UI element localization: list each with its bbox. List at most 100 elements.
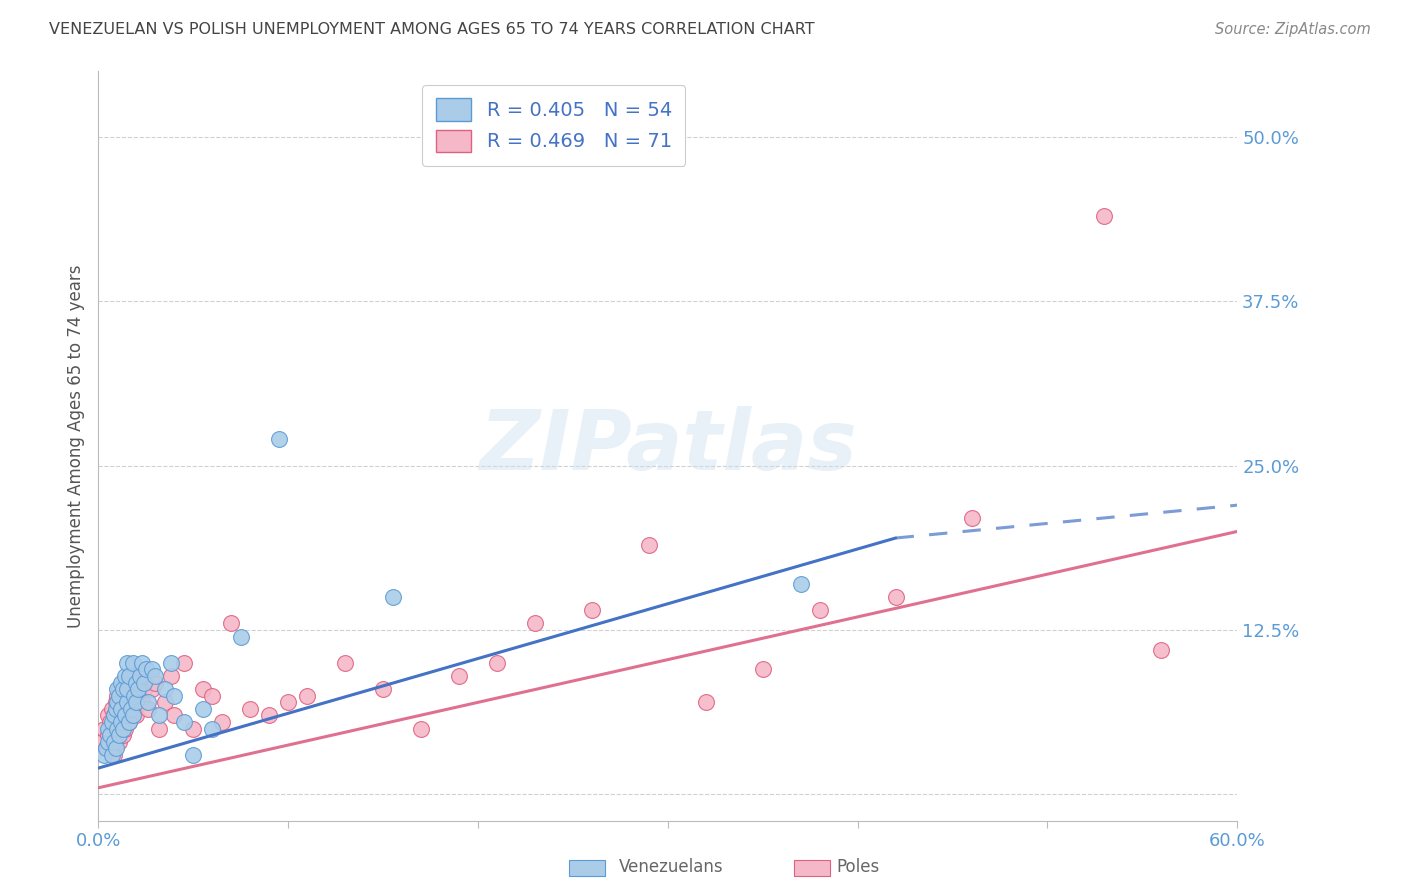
Point xyxy=(107,702,129,716)
Point xyxy=(115,675,138,690)
Point xyxy=(136,702,159,716)
Y-axis label: Unemployment Among Ages 65 to 74 years: Unemployment Among Ages 65 to 74 years xyxy=(66,264,84,628)
Point xyxy=(127,682,149,697)
FancyBboxPatch shape xyxy=(794,860,830,876)
Point xyxy=(1150,642,1173,657)
Point xyxy=(110,714,132,729)
Point xyxy=(191,682,214,697)
Point xyxy=(93,722,115,736)
Point xyxy=(120,702,142,716)
Point xyxy=(131,656,153,670)
Point xyxy=(118,669,141,683)
Point xyxy=(118,669,141,683)
Point xyxy=(127,689,149,703)
Point xyxy=(94,741,117,756)
Point xyxy=(153,682,176,697)
Point xyxy=(112,728,135,742)
Point xyxy=(91,735,114,749)
Point xyxy=(790,577,813,591)
Point xyxy=(103,735,125,749)
Point xyxy=(267,433,290,447)
Point xyxy=(159,656,181,670)
Point xyxy=(108,682,131,697)
Point xyxy=(114,669,136,683)
Point xyxy=(110,675,132,690)
Point xyxy=(115,656,138,670)
Point xyxy=(97,728,120,742)
Point xyxy=(277,695,299,709)
Point xyxy=(752,663,775,677)
Point xyxy=(120,702,142,716)
Point xyxy=(129,669,152,683)
Point xyxy=(112,722,135,736)
Point xyxy=(114,682,136,697)
Point xyxy=(135,663,157,677)
Point xyxy=(163,689,186,703)
Point xyxy=(159,669,181,683)
Point xyxy=(884,590,907,604)
Point xyxy=(112,682,135,697)
Text: Source: ZipAtlas.com: Source: ZipAtlas.com xyxy=(1215,22,1371,37)
Point xyxy=(97,722,120,736)
Point xyxy=(103,747,125,762)
Point xyxy=(183,722,205,736)
Point xyxy=(486,656,509,670)
Point xyxy=(104,695,127,709)
Point xyxy=(201,689,224,703)
Point xyxy=(110,702,132,716)
Point xyxy=(131,695,153,709)
Point xyxy=(118,714,141,729)
FancyBboxPatch shape xyxy=(569,860,605,876)
Point xyxy=(371,682,394,697)
Point xyxy=(449,669,471,683)
Point xyxy=(524,616,547,631)
Point xyxy=(110,714,132,729)
Point xyxy=(335,656,357,670)
Point xyxy=(118,714,141,729)
Point xyxy=(115,695,138,709)
Point xyxy=(104,728,127,742)
Point xyxy=(104,741,127,756)
Point xyxy=(163,708,186,723)
Point xyxy=(115,708,138,723)
Point xyxy=(148,722,170,736)
Point xyxy=(100,714,122,729)
Point xyxy=(107,722,129,736)
Point xyxy=(110,695,132,709)
Point xyxy=(135,669,157,683)
Text: Venezuelans: Venezuelans xyxy=(619,858,723,876)
Point xyxy=(100,735,122,749)
Point xyxy=(132,682,155,697)
Point xyxy=(114,722,136,736)
Point xyxy=(638,538,661,552)
Point xyxy=(112,689,135,703)
Point xyxy=(136,695,159,709)
Point xyxy=(115,682,138,697)
Point xyxy=(108,735,131,749)
Point xyxy=(132,675,155,690)
Text: Poles: Poles xyxy=(837,858,880,876)
Point xyxy=(695,695,717,709)
Point xyxy=(129,675,152,690)
Point xyxy=(124,689,146,703)
Point xyxy=(108,689,131,703)
Point xyxy=(141,682,163,697)
Point xyxy=(960,511,983,525)
Point xyxy=(173,656,195,670)
Point xyxy=(121,708,143,723)
Point xyxy=(381,590,404,604)
Point xyxy=(108,728,131,742)
Point xyxy=(239,702,262,716)
Point xyxy=(229,630,252,644)
Point xyxy=(98,714,121,729)
Point xyxy=(411,722,433,736)
Point xyxy=(98,741,121,756)
Point xyxy=(100,747,122,762)
Point xyxy=(107,722,129,736)
Point xyxy=(121,669,143,683)
Point xyxy=(125,708,148,723)
Legend: R = 0.405   N = 54, R = 0.469   N = 71: R = 0.405 N = 54, R = 0.469 N = 71 xyxy=(422,85,686,166)
Point xyxy=(114,708,136,723)
Text: ZIPatlas: ZIPatlas xyxy=(479,406,856,486)
Point xyxy=(100,702,122,716)
